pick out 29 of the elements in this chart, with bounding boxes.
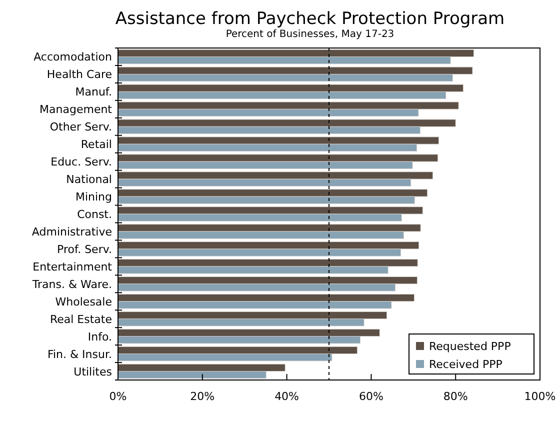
chart-title: Assistance from Paycheck Protection Program (115, 9, 505, 29)
y-tick-label: Manuf. (75, 86, 112, 99)
y-tick-label: Educ. Serv. (50, 156, 112, 169)
x-tick-label: 20% (190, 390, 215, 403)
y-tick-label: Health Care (46, 68, 112, 82)
chart-subtitle: Percent of Businesses, May 17-23 (226, 29, 394, 40)
y-tick-label: National (66, 173, 112, 186)
y-tick-label: Info. (88, 330, 112, 344)
y-tick-label: Fin. & Insur. (47, 348, 112, 361)
x-tick-label: 60% (358, 390, 384, 403)
y-tick-label: Other Serv. (50, 120, 112, 134)
y-tick-label: Mining (75, 190, 112, 204)
x-tick-label: 80% (443, 390, 468, 403)
y-tick-label: Real Estate (50, 312, 112, 326)
legend-label: Received PPP (429, 358, 503, 371)
y-tick-label: Prof. Serv. (57, 242, 112, 256)
y-tick-label: Accomodation (34, 50, 112, 64)
x-tick-label: 0% (109, 390, 127, 403)
x-tick-label: 100% (524, 390, 556, 403)
y-tick-label: Const. (77, 208, 112, 221)
x-tick-label: 40% (274, 390, 300, 403)
y-tick-label: Utilites (74, 365, 112, 378)
legend-label: Requested PPP (429, 340, 512, 353)
y-tick-label: Administrative (32, 225, 112, 238)
y-tick-label: Management (40, 103, 113, 116)
y-tick-label: Entertainment (32, 260, 113, 274)
y-tick-label: Trans. & Ware. (31, 278, 112, 291)
y-tick-label: Wholesale (55, 295, 112, 308)
y-tick-label: Retail (80, 138, 112, 152)
